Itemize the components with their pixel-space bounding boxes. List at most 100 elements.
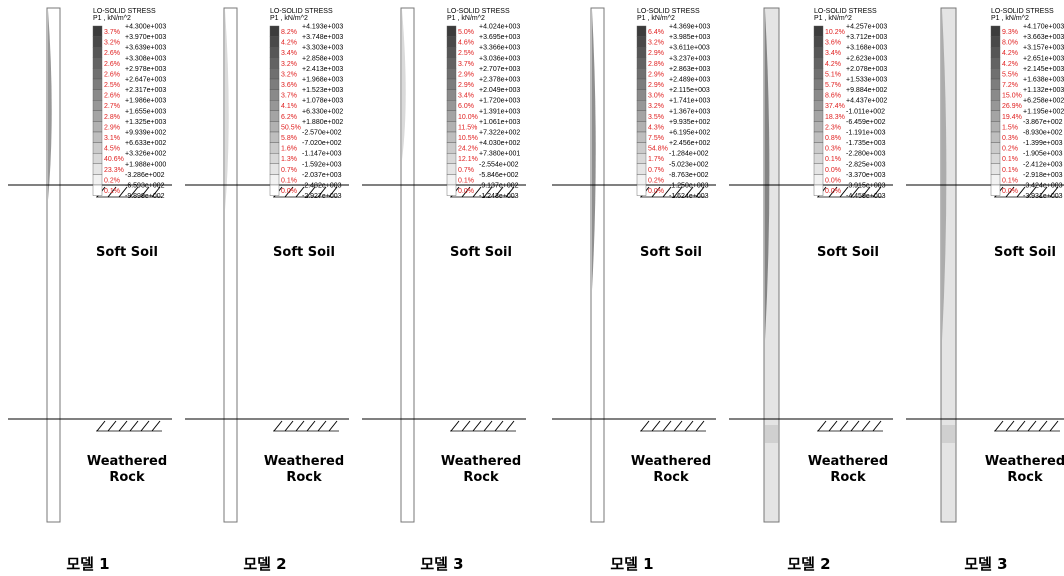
legend-percent: 2.6% xyxy=(104,50,120,57)
legend-swatch xyxy=(991,68,1000,79)
legend-swatch xyxy=(991,26,1000,37)
legend-value: +1.986e+003 xyxy=(125,98,166,105)
rock-label: Rock xyxy=(109,470,145,485)
legend-value: +4.170e+003 xyxy=(1023,24,1064,31)
legend-percent: 12.1% xyxy=(458,156,478,163)
legend-percent: 0.7% xyxy=(281,167,297,174)
legend-value: +3.748e+003 xyxy=(302,34,343,41)
hatch xyxy=(1017,421,1025,431)
legend-percent: 3.6% xyxy=(281,82,297,89)
legend-percent: 10.2% xyxy=(825,29,845,36)
figure: LO-SOLID STRESS P1 , kN/m^2 3.7% 3.2% 2.6% 2.… xyxy=(0,0,1064,576)
legend-swatch xyxy=(991,79,1000,90)
legend-percent: 0.8% xyxy=(825,135,841,142)
hatch xyxy=(285,421,293,431)
legend-swatch xyxy=(447,37,456,48)
legend-value: -1.243e+003 xyxy=(479,193,519,200)
legend-percent: 2.8% xyxy=(104,114,120,121)
legend-percent: 24.2% xyxy=(458,146,478,153)
hatch xyxy=(141,421,149,431)
legend-percent: 4.2% xyxy=(1002,61,1018,68)
legend-swatch xyxy=(270,153,279,164)
legend-swatch xyxy=(637,174,646,185)
legend-percent: 0.1% xyxy=(1002,167,1018,174)
legend-swatch xyxy=(447,185,456,196)
legend-value: +4.030e+002 xyxy=(479,140,520,147)
legend-value: -1.011e+002 xyxy=(846,108,885,115)
legend-percent: 4.2% xyxy=(1002,50,1018,57)
legend-swatch xyxy=(814,26,823,37)
legend-swatch xyxy=(637,26,646,37)
legend-percent: 5.0% xyxy=(458,29,474,36)
legend-swatch xyxy=(637,143,646,154)
legend-swatch xyxy=(637,164,646,175)
legend-percent: 3.7% xyxy=(458,61,474,68)
legend-swatch xyxy=(991,174,1000,185)
panel: LO-SOLID STRESSP1 , kN/m^25.0%4.6%2.5%3.… xyxy=(362,8,526,573)
legend-swatch xyxy=(93,90,102,101)
legend-value: +3.712e+003 xyxy=(846,34,887,41)
legend-value: +2.078e+003 xyxy=(846,66,887,73)
legend-swatch xyxy=(270,174,279,185)
rock-label: Weathered xyxy=(985,454,1064,469)
legend-swatch xyxy=(637,58,646,69)
hatch xyxy=(829,421,837,431)
model-label: 모델 2 xyxy=(243,555,286,573)
legend-swatch xyxy=(637,153,646,164)
hatch xyxy=(873,421,881,431)
legend-percent: 0.2% xyxy=(1002,146,1018,153)
legend-percent: 2.9% xyxy=(458,71,474,78)
legend-value: +3.639e+003 xyxy=(125,45,166,52)
legend-value: +6.258e+002 xyxy=(1023,98,1064,105)
hatch xyxy=(473,421,481,431)
legend-swatch xyxy=(93,174,102,185)
legend-value: -1.592e+003 xyxy=(302,161,342,168)
legend-swatch xyxy=(270,111,279,122)
legend-percent: 0.1% xyxy=(825,156,841,163)
legend-swatch xyxy=(447,111,456,122)
legend-value: +1.132e+003 xyxy=(1023,87,1064,94)
soil-label: Soft Soil xyxy=(273,245,335,260)
legend-value: +1.533e+003 xyxy=(846,77,887,84)
legend-swatch xyxy=(637,100,646,111)
legend-value: +2.456e+002 xyxy=(669,140,710,147)
legend-value: +3.168e+003 xyxy=(846,45,887,52)
legend-value: +2.413e+003 xyxy=(302,66,343,73)
legend-percent: 0.1% xyxy=(458,177,474,184)
legend-percent: 40.6% xyxy=(104,156,124,163)
legend-swatch xyxy=(447,47,456,58)
legend-value: -2.482e+003 xyxy=(302,183,342,190)
model-label: 모델 3 xyxy=(964,555,1007,573)
legend-value: -8.930e+002 xyxy=(1023,130,1063,137)
rock-label: Rock xyxy=(830,470,866,485)
legend-percent: 2.9% xyxy=(648,82,664,89)
legend-swatch xyxy=(270,90,279,101)
legend-swatch xyxy=(637,90,646,101)
legend-swatch xyxy=(814,47,823,58)
legend-percent: 2.6% xyxy=(104,61,120,68)
legend-swatch xyxy=(814,132,823,143)
legend-swatch xyxy=(814,37,823,48)
legend-percent: 3.2% xyxy=(281,61,297,68)
legend-swatch xyxy=(814,90,823,101)
legend-title: LO-SOLID STRESS xyxy=(637,8,700,15)
legend-percent: 37.4% xyxy=(825,103,845,110)
legend-percent: 2.7% xyxy=(104,103,120,110)
legend-swatch xyxy=(991,164,1000,175)
legend-value: +9.939e+002 xyxy=(125,130,166,137)
legend-swatch xyxy=(991,153,1000,164)
legend-value: +2.707e+003 xyxy=(479,66,520,73)
legend-percent: 0.2% xyxy=(104,177,120,184)
hatch xyxy=(1028,421,1036,431)
legend-swatch xyxy=(637,111,646,122)
legend-swatch xyxy=(991,90,1000,101)
legend-swatch xyxy=(991,143,1000,154)
legend-percent: 6.4% xyxy=(648,29,664,36)
legend-percent: 9.3% xyxy=(1002,29,1018,36)
model-label: 모델 1 xyxy=(610,555,653,573)
legend-swatch xyxy=(991,111,1000,122)
legend-unit: P1 , kN/m^2 xyxy=(93,15,131,22)
legend-value: -1.191e+003 xyxy=(846,130,886,137)
legend-value: +3.970e+003 xyxy=(125,34,166,41)
legend-value: +3.366e+003 xyxy=(479,45,520,52)
